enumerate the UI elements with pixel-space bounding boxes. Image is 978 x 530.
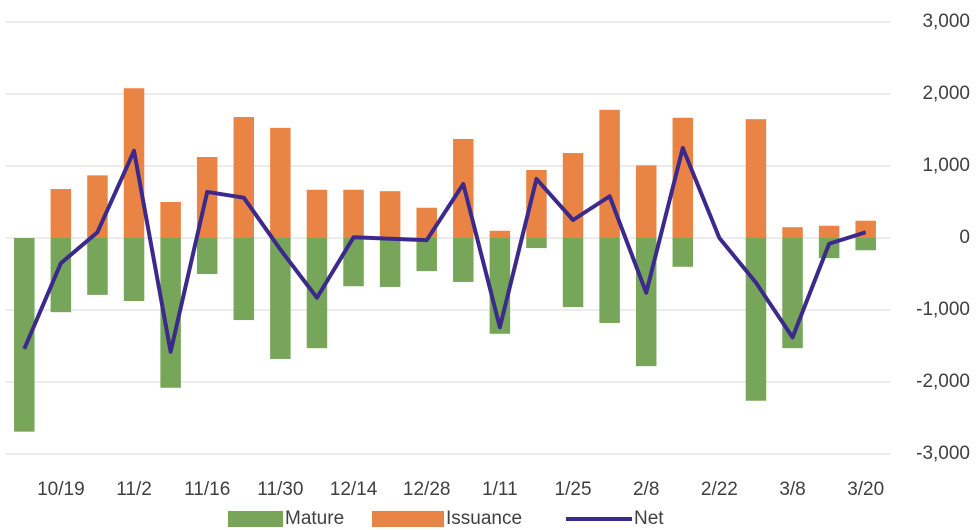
- bar: [306, 189, 328, 238]
- legend-label: Issuance: [446, 508, 522, 529]
- x-tick-label: 10/19: [37, 479, 85, 500]
- bar: [745, 238, 767, 401]
- y-tick-label: 2,000: [922, 83, 970, 104]
- x-tick-label: 11/2: [116, 479, 152, 500]
- bar: [672, 117, 694, 238]
- bar: [343, 189, 364, 238]
- bar: [343, 238, 364, 287]
- bar: [123, 88, 145, 239]
- x-tick-label: 3/20: [847, 479, 884, 500]
- bar: [233, 238, 255, 321]
- bar: [782, 238, 803, 349]
- x-tick-label: 3/8: [779, 479, 805, 500]
- x-tick-label: 1/25: [555, 479, 592, 500]
- legend-swatch: [372, 511, 444, 527]
- bar: [453, 238, 474, 282]
- x-tick-label: 12/14: [330, 479, 378, 500]
- x-tick-label: 2/22: [701, 479, 738, 500]
- bar: [196, 238, 218, 274]
- bar: [416, 207, 437, 238]
- bar: [562, 153, 584, 238]
- bar: [270, 127, 291, 238]
- line: [22, 146, 867, 354]
- bar: [672, 238, 694, 267]
- y-tick-label: -1,000: [916, 299, 970, 320]
- bar: [562, 238, 584, 308]
- bar: [50, 189, 72, 238]
- bar: [526, 238, 547, 249]
- bar: [160, 202, 181, 238]
- legend-label: Mature: [285, 508, 344, 529]
- bar: [270, 238, 291, 359]
- bar: [233, 117, 255, 238]
- bar: [745, 119, 767, 238]
- bar: [14, 238, 35, 432]
- bar: [87, 238, 108, 295]
- x-tick-label: 2/8: [633, 479, 659, 500]
- y-tick-label: -2,000: [916, 371, 970, 392]
- x-tick-label: 11/16: [184, 479, 230, 500]
- bar: [599, 238, 620, 323]
- legend-label: Net: [634, 508, 664, 529]
- bar: [818, 225, 840, 238]
- bar: [379, 191, 401, 238]
- x-tick-label: 1/11: [482, 479, 518, 500]
- bar: [160, 238, 181, 388]
- y-tick-label: -3,000: [916, 443, 970, 464]
- legend-swatch: [228, 511, 283, 527]
- bar: [489, 230, 511, 238]
- bar: [416, 238, 437, 272]
- y-tick-label: 3,000: [922, 11, 970, 32]
- y-tick-label: 0: [959, 227, 970, 248]
- bar: [123, 238, 145, 301]
- x-tick-label: 11/30: [257, 479, 303, 500]
- bar: [782, 227, 803, 238]
- bar: [855, 238, 876, 251]
- y-tick-label: 1,000: [922, 155, 970, 176]
- bar: [635, 165, 657, 238]
- bar: [306, 238, 328, 349]
- bar: [379, 238, 401, 287]
- x-tick-label: 12/28: [403, 479, 451, 500]
